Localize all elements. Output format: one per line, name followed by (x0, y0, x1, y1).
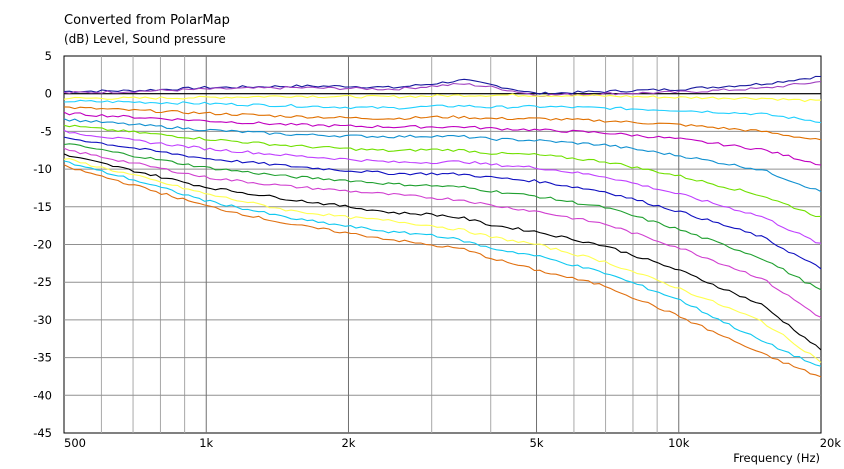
chart-title: Converted from PolarMap (64, 13, 230, 28)
y-tick-label: -25 (33, 275, 52, 289)
x-tick-label: 1k (199, 436, 213, 450)
series-line (63, 80, 822, 97)
series-line (63, 129, 822, 244)
x-tick-label: 20k (820, 436, 842, 450)
major-grid (64, 56, 821, 433)
series-line (63, 111, 822, 166)
y-tick-label: -30 (33, 313, 52, 327)
series-line (63, 160, 822, 367)
y-tick-label: -10 (33, 162, 52, 176)
y-tick-label: -45 (33, 426, 52, 440)
x-tick-label: 500 (64, 436, 86, 450)
series-line (63, 118, 822, 193)
series-line (63, 153, 822, 351)
y-tick-label: -5 (41, 124, 52, 138)
series-line (63, 106, 822, 141)
series-line (63, 75, 822, 96)
series-line (63, 124, 822, 218)
y-tick-label: -40 (33, 388, 52, 402)
series-line (63, 99, 822, 124)
y-tick-label: -35 (33, 351, 52, 365)
series-line (63, 93, 822, 103)
series-line (63, 164, 822, 378)
x-tick-labels: 500 1k 2k 5k 10k 20k (64, 436, 841, 450)
chart-subtitle: (dB) Level, Sound pressure (64, 32, 226, 46)
y-tick-label: 5 (45, 49, 52, 63)
x-tick-label: 2k (341, 436, 355, 450)
series-line (63, 147, 822, 318)
y-tick-label: 0 (45, 87, 52, 101)
y-tick-label: -20 (33, 238, 52, 252)
x-tick-label: 5k (530, 436, 544, 450)
y-tick-labels: 5 0 -5 -10 -15 -20 -25 -30 -35 -40 -45 (33, 49, 52, 440)
series-line (63, 136, 822, 270)
x-tick-label: 10k (668, 436, 690, 450)
x-axis-label: Frequency (Hz) (733, 451, 820, 465)
series-line (63, 158, 822, 363)
series-line (63, 143, 822, 291)
series-lines (63, 75, 822, 378)
y-tick-label: -15 (33, 200, 52, 214)
